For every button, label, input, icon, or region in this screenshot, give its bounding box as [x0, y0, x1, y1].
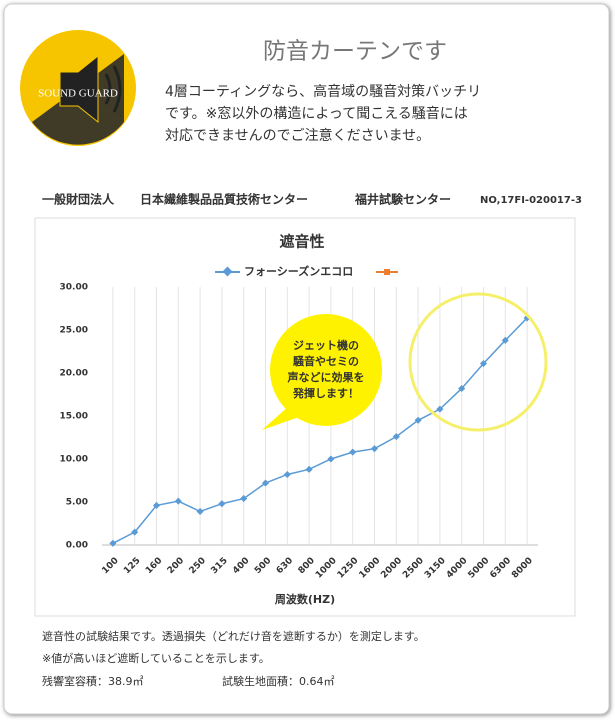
lab-text: 福井試験センター	[354, 192, 451, 207]
point	[501, 336, 509, 344]
callout-text: 声などに効果を	[287, 370, 365, 384]
legend-marker	[222, 266, 233, 277]
spec: 試験生地面積：0.64㎡	[222, 674, 335, 688]
spec: 残響室容積：38.9㎥	[42, 674, 144, 688]
callout-text: 騒音やセミの	[293, 354, 359, 368]
title: 防音カーテンです	[263, 39, 447, 65]
logo-text: SOUND GUARD	[38, 88, 118, 100]
point	[109, 539, 117, 547]
y-tick-label: 0.00	[66, 541, 88, 551]
chart-title: 遮音性	[279, 233, 324, 251]
point	[327, 455, 335, 463]
y-tick-label: 30.00	[60, 283, 88, 293]
point	[370, 445, 379, 453]
lab-text: NO,17FI-020017-3	[480, 195, 582, 206]
highlight-ring	[408, 292, 548, 432]
point	[349, 448, 357, 456]
point	[218, 500, 226, 508]
note: ※値が高いほど遮断していることを示します。	[42, 651, 270, 665]
speaker-icon	[59, 54, 99, 124]
series-line	[112, 317, 528, 544]
legend-marker	[384, 269, 390, 275]
point	[131, 528, 139, 536]
point	[436, 405, 444, 413]
y-tick-label: 5.00	[66, 498, 88, 508]
y-tick-label: 25.00	[60, 326, 88, 336]
callout	[270, 314, 382, 426]
point	[305, 465, 313, 473]
x-axis-label: 周波数(HZ)	[275, 592, 335, 606]
sound-waves	[104, 65, 122, 113]
point	[240, 495, 248, 503]
lab-text: 一般財団法人	[42, 192, 115, 207]
point	[479, 360, 488, 368]
callout-text: 発揮します！	[292, 386, 359, 400]
point	[152, 501, 161, 509]
point	[458, 384, 466, 393]
point	[283, 470, 291, 479]
y-tick-label: 10.00	[60, 455, 88, 465]
callout-text: ジェット機の	[293, 338, 359, 352]
description-line: 4層コーティングなら、高音域の騒音対策バッチリ	[165, 83, 481, 100]
description-line: です。※窓以外の構造によって聞こえる騒音には	[165, 105, 468, 122]
y-tick-label: 20.00	[60, 369, 88, 379]
point	[174, 497, 182, 505]
legend-label: フォーシーズンエコロ	[244, 264, 353, 278]
description-line: 対応できませんのでご注意くださいませ。	[165, 127, 430, 144]
lab-text: 日本繊維製品品質技術センター	[140, 192, 308, 207]
point	[414, 416, 422, 424]
note: 遮音性の試験結果です。透過損失（どれだけ音を遮断するか）を測定します。	[42, 629, 425, 643]
point	[392, 433, 400, 441]
y-tick-label: 15.00	[60, 412, 88, 422]
point	[261, 479, 270, 487]
